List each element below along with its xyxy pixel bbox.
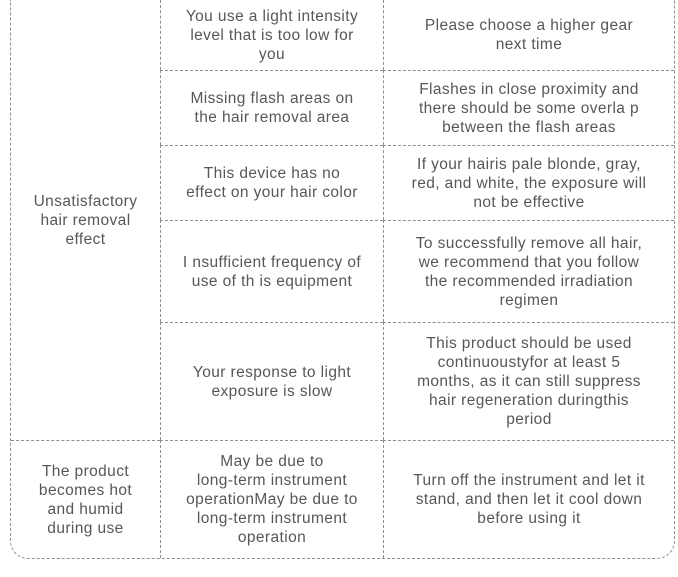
cause-cell-light-intensity: You use a light intensity level that is … (160, 0, 383, 70)
problem-cell-unsatisfactory-hair-removal: Unsatisfactory hair removal effect (33, 192, 138, 248)
solution-cell-flash-overlap: Flashes in close proximity and there sho… (383, 70, 674, 145)
cause-cell-no-effect-hair-color: This device has no effect on your hair c… (160, 145, 383, 220)
solution-cell-use-continuously: This product should be used continuousty… (383, 322, 674, 440)
cause-cell-missing-flash-areas: Missing flash areas on the hair removal … (160, 70, 383, 145)
troubleshooting-table: Unsatisfactory hair removal effect You u… (10, 0, 675, 559)
problem-cell-hot-and-humid: The product becomes hot and humid during… (11, 440, 160, 558)
cause-cell-insufficient-frequency: I nsufficient frequency of use of th is … (160, 220, 383, 322)
cause-cell-slow-response: Your response to light exposure is slow (160, 322, 383, 440)
cause-cell-long-term-operation: May be due to long-term instrument opera… (160, 440, 383, 558)
solution-cell-cool-down: Turn off the instrument and let it stand… (383, 440, 674, 558)
solution-cell-pale-hair-ineffective: If your hairis pale blonde, gray, red, a… (383, 145, 674, 220)
solution-cell-irradiation-regimen: To successfully remove all hair, we reco… (383, 220, 674, 322)
solution-cell-higher-gear: Please choose a higher gear next time (383, 0, 674, 70)
